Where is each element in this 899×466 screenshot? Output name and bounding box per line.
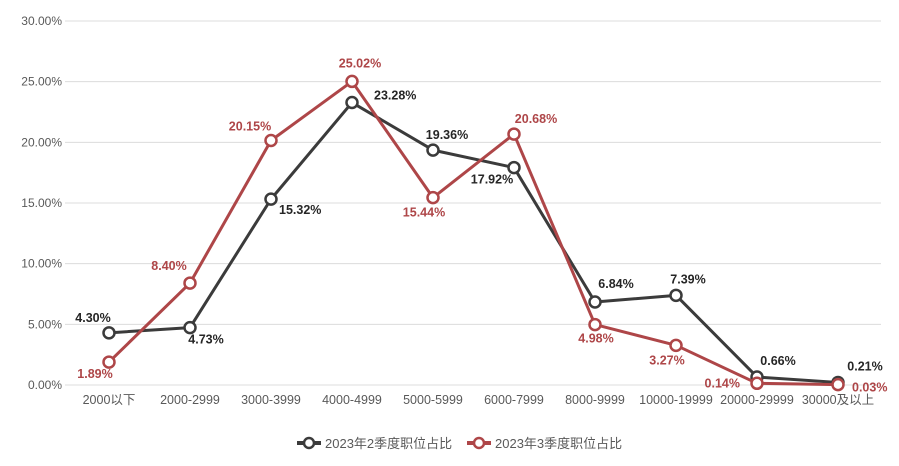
data-point-label: 15.44% (403, 206, 445, 220)
x-axis-category-label: 8000-9999 (565, 393, 625, 407)
data-point-label: 20.15% (229, 120, 271, 134)
y-axis-tick-label: 20.00% (21, 135, 62, 149)
data-point-label: 8.40% (151, 259, 186, 273)
data-point-marker (669, 288, 683, 303)
data-point-marker (669, 338, 683, 353)
x-axis-category-label: 2000-2999 (160, 393, 220, 407)
data-point-label: 0.14% (705, 376, 740, 390)
data-point-label: 6.84% (598, 277, 633, 291)
y-axis-tick-label: 5.00% (28, 317, 62, 331)
data-point-label: 4.73% (188, 333, 223, 347)
data-point-label: 15.32% (279, 203, 321, 217)
series-line-1 (107, 79, 840, 387)
legend-label: 2023年2季度职位占比 (325, 436, 452, 451)
x-axis-category-label: 2000以下 (83, 393, 136, 407)
data-point-marker (183, 276, 197, 290)
x-axis-category-label: 10000-19999 (639, 393, 713, 407)
data-point-marker (102, 326, 116, 340)
data-point-marker (426, 143, 440, 157)
data-point-marker (507, 160, 521, 175)
data-point-label: 1.89% (77, 367, 112, 381)
y-axis-tick-label: 30.00% (21, 14, 62, 28)
data-point-label: 23.28% (374, 89, 416, 103)
data-point-label: 20.68% (515, 112, 557, 126)
data-point-label: 0.03% (852, 381, 887, 395)
data-point-marker (102, 355, 116, 369)
data-point-label: 0.66% (760, 354, 795, 368)
x-axis-category-label: 20000-29999 (720, 393, 794, 407)
data-point-label: 3.27% (649, 353, 684, 367)
data-point-label: 17.92% (471, 173, 513, 187)
data-point-marker (831, 377, 845, 392)
data-point-label: 0.21% (847, 359, 882, 373)
data-point-label: 4.98% (578, 332, 613, 346)
y-axis-tick-label: 0.00% (28, 378, 62, 392)
x-axis-category-label: 4000-4999 (322, 393, 382, 407)
data-point-label: 4.30% (75, 311, 110, 325)
series-line-0 (107, 101, 840, 384)
x-axis-category-label: 30000及以上 (802, 393, 874, 407)
data-point-label: 25.02% (339, 56, 381, 70)
y-axis-tick-label: 25.00% (21, 75, 62, 89)
data-point-marker (588, 317, 602, 332)
data-point-marker (264, 192, 278, 206)
data-point-marker (345, 74, 359, 89)
data-point-marker (588, 295, 602, 309)
data-point-marker (507, 127, 521, 141)
legend-label: 2023年3季度职位占比 (495, 436, 622, 451)
data-point-marker (345, 95, 359, 110)
data-point-marker (750, 376, 764, 391)
data-point-label: 19.36% (426, 128, 468, 142)
x-axis-category-label: 6000-7999 (484, 393, 544, 407)
legend-marker-circle (472, 436, 486, 450)
data-point-marker (183, 320, 197, 335)
y-axis-tick-label: 10.00% (21, 257, 62, 271)
data-point-label: 7.39% (670, 272, 705, 286)
data-point-marker (264, 133, 278, 148)
data-point-marker (426, 190, 440, 205)
legend-marker-circle (302, 436, 316, 450)
x-axis-category-label: 5000-5999 (403, 393, 463, 407)
y-axis-tick-label: 15.00% (21, 196, 62, 210)
x-axis-category-label: 3000-3999 (241, 393, 301, 407)
